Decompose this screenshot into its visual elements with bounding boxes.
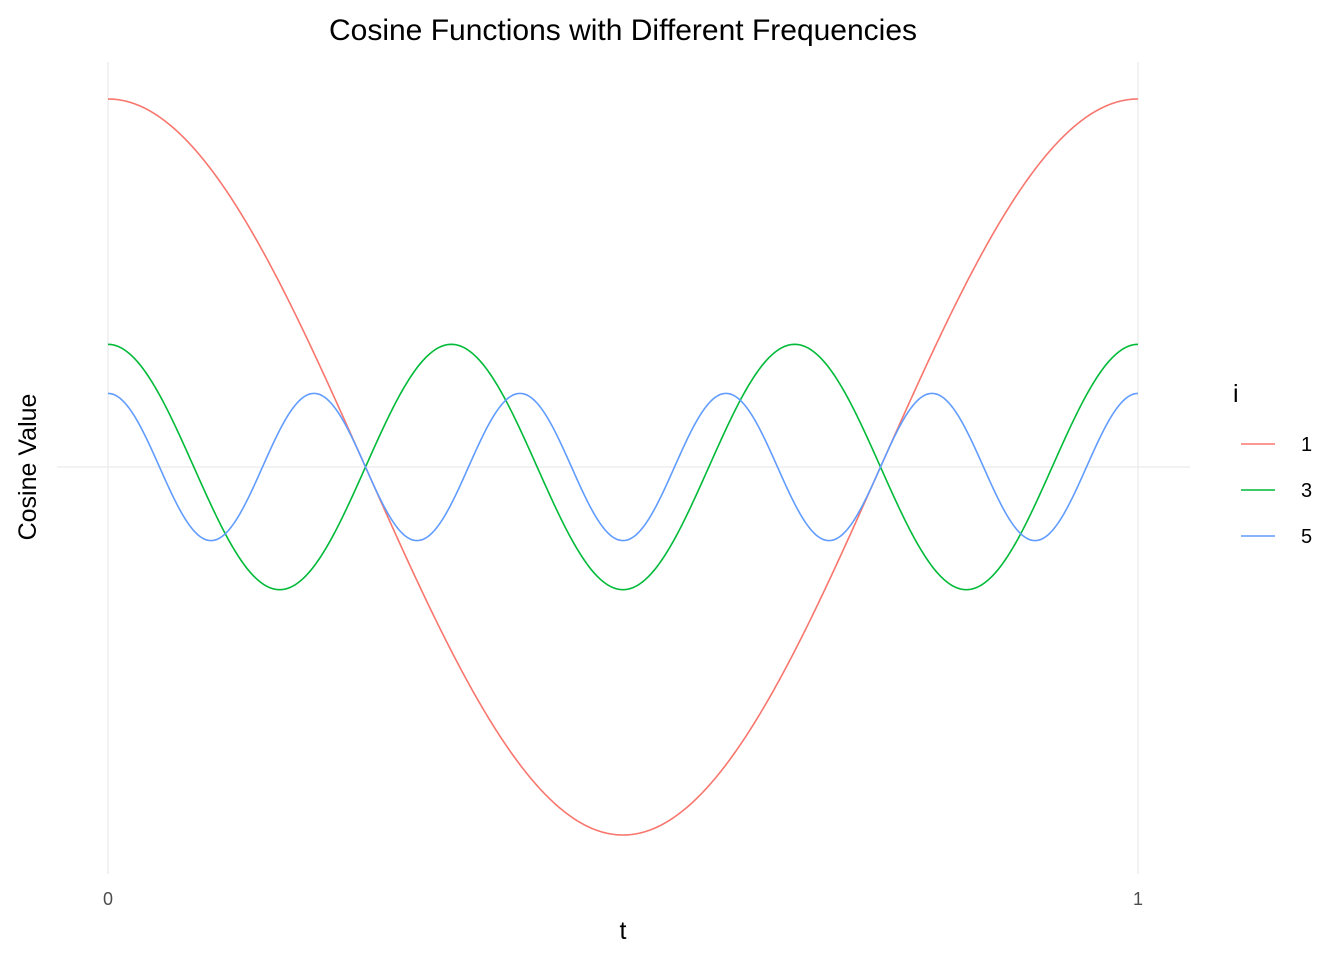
y-axis-label: Cosine Value [14,394,42,541]
legend-title: i [1233,380,1239,408]
legend: i 1 3 5 [1233,380,1312,548]
chart-title: Cosine Functions with Different Frequenc… [329,14,917,47]
series-line-5 [107,392,1139,542]
gridlines [57,62,1190,874]
series-line-1 [107,98,1139,836]
x-axis-label: t [620,917,627,945]
x-tick-label-1: 1 [1133,889,1143,909]
series-layer [107,98,1139,836]
series-line-3 [107,343,1139,591]
legend-label-5: 5 [1301,526,1312,548]
legend-label-3: 3 [1301,480,1312,502]
x-tick-label-0: 0 [103,889,113,909]
legend-label-1: 1 [1301,434,1312,456]
